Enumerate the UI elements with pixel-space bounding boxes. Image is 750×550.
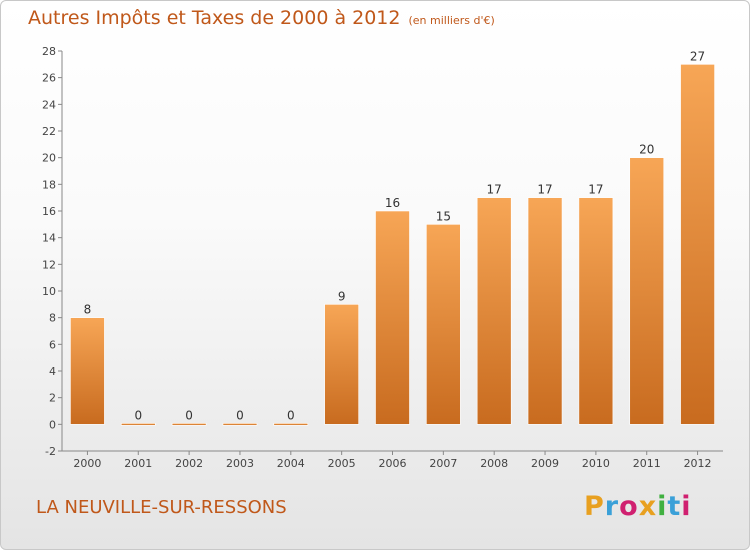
- y-tick-label: 4: [49, 365, 56, 378]
- x-tick-label: 2011: [633, 457, 661, 470]
- bar: [375, 210, 410, 425]
- y-tick-label: 12: [42, 258, 56, 271]
- logo-letter: i: [657, 491, 668, 522]
- logo-letter: x: [638, 491, 658, 522]
- chart-title: Autres Impôts et Taxes de 2000 à 2012: [28, 7, 401, 29]
- bar: [680, 64, 715, 425]
- bar: [70, 317, 105, 425]
- chart-subtitle: (en milliers d'€): [408, 14, 495, 27]
- bar: [222, 423, 258, 426]
- x-tick-label: 2008: [480, 457, 508, 470]
- y-tick-label: 26: [42, 72, 56, 85]
- bar-value-label: 0: [236, 408, 244, 422]
- bar-value-label: 9: [338, 289, 346, 303]
- y-tick-label: 22: [42, 125, 56, 138]
- x-tick-label: 2012: [684, 457, 712, 470]
- bar-value-label: 0: [134, 408, 142, 422]
- proxiti-logo: Proxiti: [584, 491, 692, 522]
- bar: [578, 197, 614, 425]
- x-tick-label: 2003: [226, 457, 254, 470]
- x-tick-label: 2001: [124, 457, 152, 470]
- y-tick-label: 28: [42, 45, 56, 58]
- y-tick-label: 20: [42, 152, 56, 165]
- x-tick-label: 2009: [531, 457, 559, 470]
- bar: [426, 224, 461, 425]
- x-tick-label: 2002: [175, 457, 203, 470]
- bar: [324, 304, 359, 425]
- logo-letter: o: [619, 491, 639, 522]
- bar-value-label: 15: [436, 209, 451, 223]
- bar-value-label: 0: [287, 408, 295, 422]
- y-tick-label: 18: [42, 178, 56, 191]
- bar: [629, 157, 665, 425]
- y-tick-label: 14: [42, 232, 56, 245]
- x-tick-label: 2005: [328, 457, 356, 470]
- bar: [171, 423, 207, 426]
- bar-value-label: 17: [537, 183, 552, 197]
- bar-value-label: 17: [588, 183, 603, 197]
- title-row: Autres Impôts et Taxes de 2000 à 2012 (en…: [28, 7, 495, 29]
- bar: [273, 423, 309, 426]
- bar: [527, 197, 563, 425]
- x-tick-label: 2000: [73, 457, 101, 470]
- y-tick-label: 6: [49, 338, 56, 351]
- y-tick-label: -2: [45, 445, 56, 458]
- bar-value-label: 27: [690, 49, 705, 63]
- city-name: LA NEUVILLE-SUR-RESSONS: [36, 497, 287, 518]
- bar: [476, 197, 512, 425]
- y-tick-label: 2: [49, 392, 56, 405]
- bar-value-label: 20: [639, 143, 654, 157]
- x-tick-label: 2006: [379, 457, 407, 470]
- bar-value-label: 16: [385, 196, 400, 210]
- y-tick-label: 24: [42, 98, 56, 111]
- x-tick-label: 2004: [277, 457, 305, 470]
- logo-letter: r: [604, 491, 620, 522]
- y-tick-label: 0: [49, 418, 56, 431]
- y-tick-label: 10: [42, 285, 56, 298]
- y-tick-label: 8: [49, 312, 56, 325]
- y-tick-label: 16: [42, 205, 56, 218]
- x-tick-label: 2010: [582, 457, 610, 470]
- bar: [120, 423, 156, 426]
- logo-letter: t: [667, 491, 682, 522]
- logo-letter: P: [584, 491, 605, 522]
- bar-value-label: 17: [487, 183, 502, 197]
- bar-value-label: 8: [84, 303, 92, 317]
- logo-letter: i: [681, 491, 692, 522]
- bar-value-label: 0: [185, 408, 193, 422]
- x-tick-label: 2007: [429, 457, 457, 470]
